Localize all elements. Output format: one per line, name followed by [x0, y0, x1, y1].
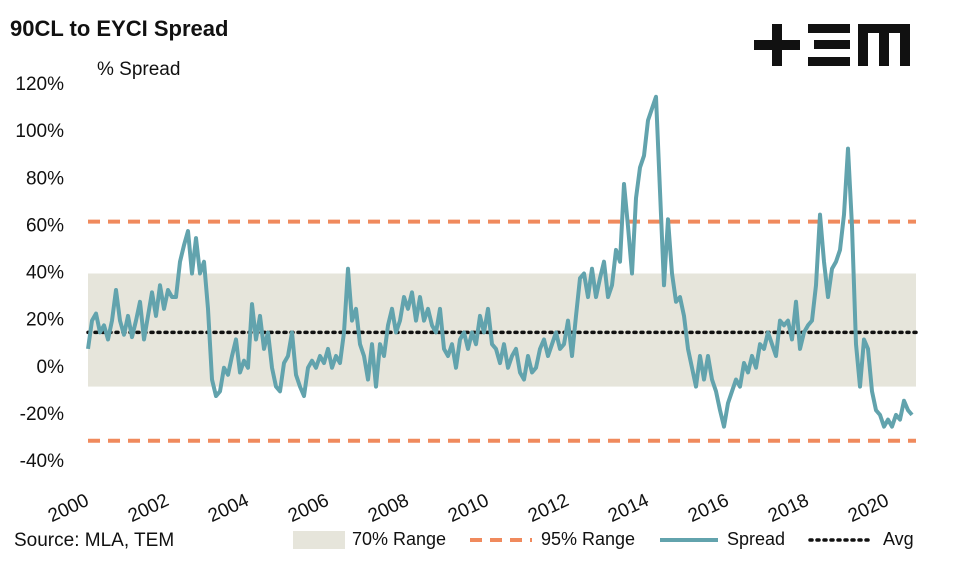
logo-part — [814, 40, 850, 49]
chart-title: 90CL to EYCI Spread — [10, 16, 228, 41]
legend-label: Spread — [727, 529, 785, 549]
logo-part — [808, 24, 850, 33]
legend-label: 70% Range — [352, 529, 446, 549]
y-tick-label: 40% — [26, 263, 64, 284]
logo-part — [808, 57, 850, 66]
y-tick-label: 60% — [26, 215, 64, 236]
source: Source: MLA, TEM — [14, 530, 174, 551]
y-tick-label: 100% — [15, 121, 64, 142]
y-tick-label: -40% — [20, 451, 64, 472]
y-axis-label: % Spread — [97, 59, 180, 80]
y-tick-label: 0% — [37, 357, 65, 378]
y-tick-label: 80% — [26, 168, 64, 189]
legend-label: Avg — [883, 529, 914, 549]
logo-part — [858, 24, 910, 66]
logo-part — [772, 24, 782, 66]
spread-line — [86, 94, 914, 429]
legend: 70% Range 95% Range Spread Avg — [293, 529, 914, 549]
legend-label: 95% Range — [541, 529, 635, 549]
legend-swatch — [293, 531, 345, 549]
logo — [754, 24, 910, 66]
y-tick-label: 120% — [15, 74, 64, 95]
y-tick-label: 20% — [26, 310, 64, 331]
y-tick-label: -20% — [20, 404, 64, 425]
